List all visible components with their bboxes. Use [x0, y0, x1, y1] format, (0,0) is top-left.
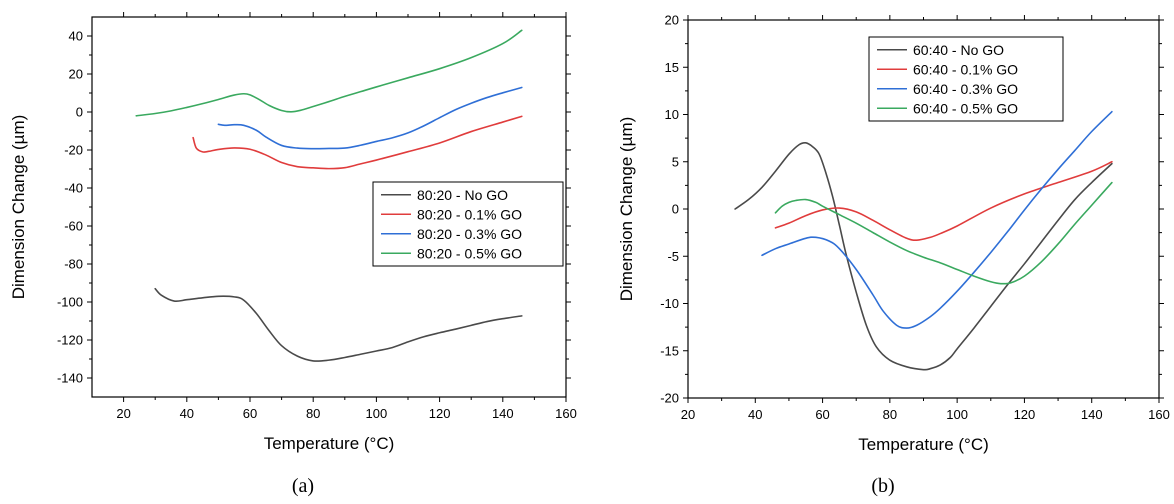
y-tick-label: -120 [57, 333, 83, 348]
panel-caption: (a) [292, 475, 314, 497]
series-line [135, 29, 523, 117]
series-line [734, 141, 1113, 371]
x-axis-label: Temperature (°C) [858, 435, 989, 454]
x-tick-label: 40 [748, 407, 762, 422]
series-line [774, 160, 1113, 242]
y-tick-label: -20 [64, 143, 83, 158]
x-tick-label: 140 [1081, 407, 1103, 422]
legend-box [372, 181, 564, 267]
legend-label: 80:20 - No GO [417, 187, 508, 203]
x-tick-label: 20 [681, 407, 695, 422]
y-tick-label: 20 [665, 13, 679, 28]
x-tick-label: 100 [946, 407, 968, 422]
legend-label: 80:20 - 0.5% GO [417, 245, 522, 261]
x-tick-label: 160 [1148, 407, 1170, 422]
y-tick-label: -5 [667, 249, 679, 264]
y-tick-label: 0 [672, 202, 679, 217]
y-tick-label: -140 [57, 371, 83, 386]
y-tick-label: -20 [660, 391, 679, 406]
y-tick-label: -80 [64, 257, 83, 272]
panel-a: 20 40 60 80 100 120 140 160 -140 -120 -100 -80 -60 -4… [9, 12, 577, 497]
legend-label: 60:40 - No GO [913, 42, 1004, 58]
y-axis-label: Dimension Change (µm) [9, 115, 28, 300]
y-tick-label: 20 [69, 67, 83, 82]
legend-label: 80:20 - 0.1% GO [417, 206, 522, 222]
series-line [217, 86, 523, 150]
y-tick-label: -60 [64, 219, 83, 234]
x-tick-label: 60 [243, 406, 257, 421]
x-tick-label: 120 [429, 406, 451, 421]
legend-label: 60:40 - 0.5% GO [913, 100, 1018, 116]
legend: 60:40 - No GO 60:40 - 0.1% GO 60:40 - 0.3%… [868, 36, 1064, 122]
series-line [192, 115, 523, 170]
y-tick-label: -100 [57, 295, 83, 310]
legend-label: 60:40 - 0.1% GO [913, 61, 1018, 77]
y-tick-label: 40 [69, 29, 83, 44]
panel-b: 20 40 60 80 100 120 140 160 -20 -15 -10 -5 0 5 10 15 20 T… [617, 13, 1170, 498]
x-axis-label: Temperature (°C) [264, 434, 395, 453]
y-tick-label: -10 [660, 296, 679, 311]
series-line [154, 287, 523, 362]
x-tick-label: 20 [116, 406, 130, 421]
y-tick-label: 0 [76, 105, 83, 120]
x-tick-label: 80 [883, 407, 897, 422]
panel-caption: (b) [871, 475, 894, 497]
series-line [761, 110, 1113, 329]
y-tick-label: 15 [665, 60, 679, 75]
x-tick-label: 160 [555, 406, 577, 421]
y-tick-label: -15 [660, 343, 679, 358]
legend: 80:20 - No GO 80:20 - 0.1% GO 80:20 - 0.3%… [372, 181, 564, 267]
x-tick-label: 120 [1014, 407, 1036, 422]
legend-box [868, 36, 1064, 122]
legend-label: 60:40 - 0.3% GO [913, 81, 1018, 97]
y-tick-label: -40 [64, 181, 83, 196]
x-tick-label: 100 [366, 406, 388, 421]
y-tick-label: 10 [665, 107, 679, 122]
x-tick-label: 40 [180, 406, 194, 421]
y-axis-label: Dimension Change (µm) [617, 117, 636, 302]
x-tick-label: 60 [815, 407, 829, 422]
y-tick-label: 5 [672, 154, 679, 169]
legend-label: 80:20 - 0.3% GO [417, 226, 522, 242]
x-tick-label: 140 [492, 406, 514, 421]
series-line [774, 181, 1113, 285]
x-tick-label: 80 [306, 406, 320, 421]
